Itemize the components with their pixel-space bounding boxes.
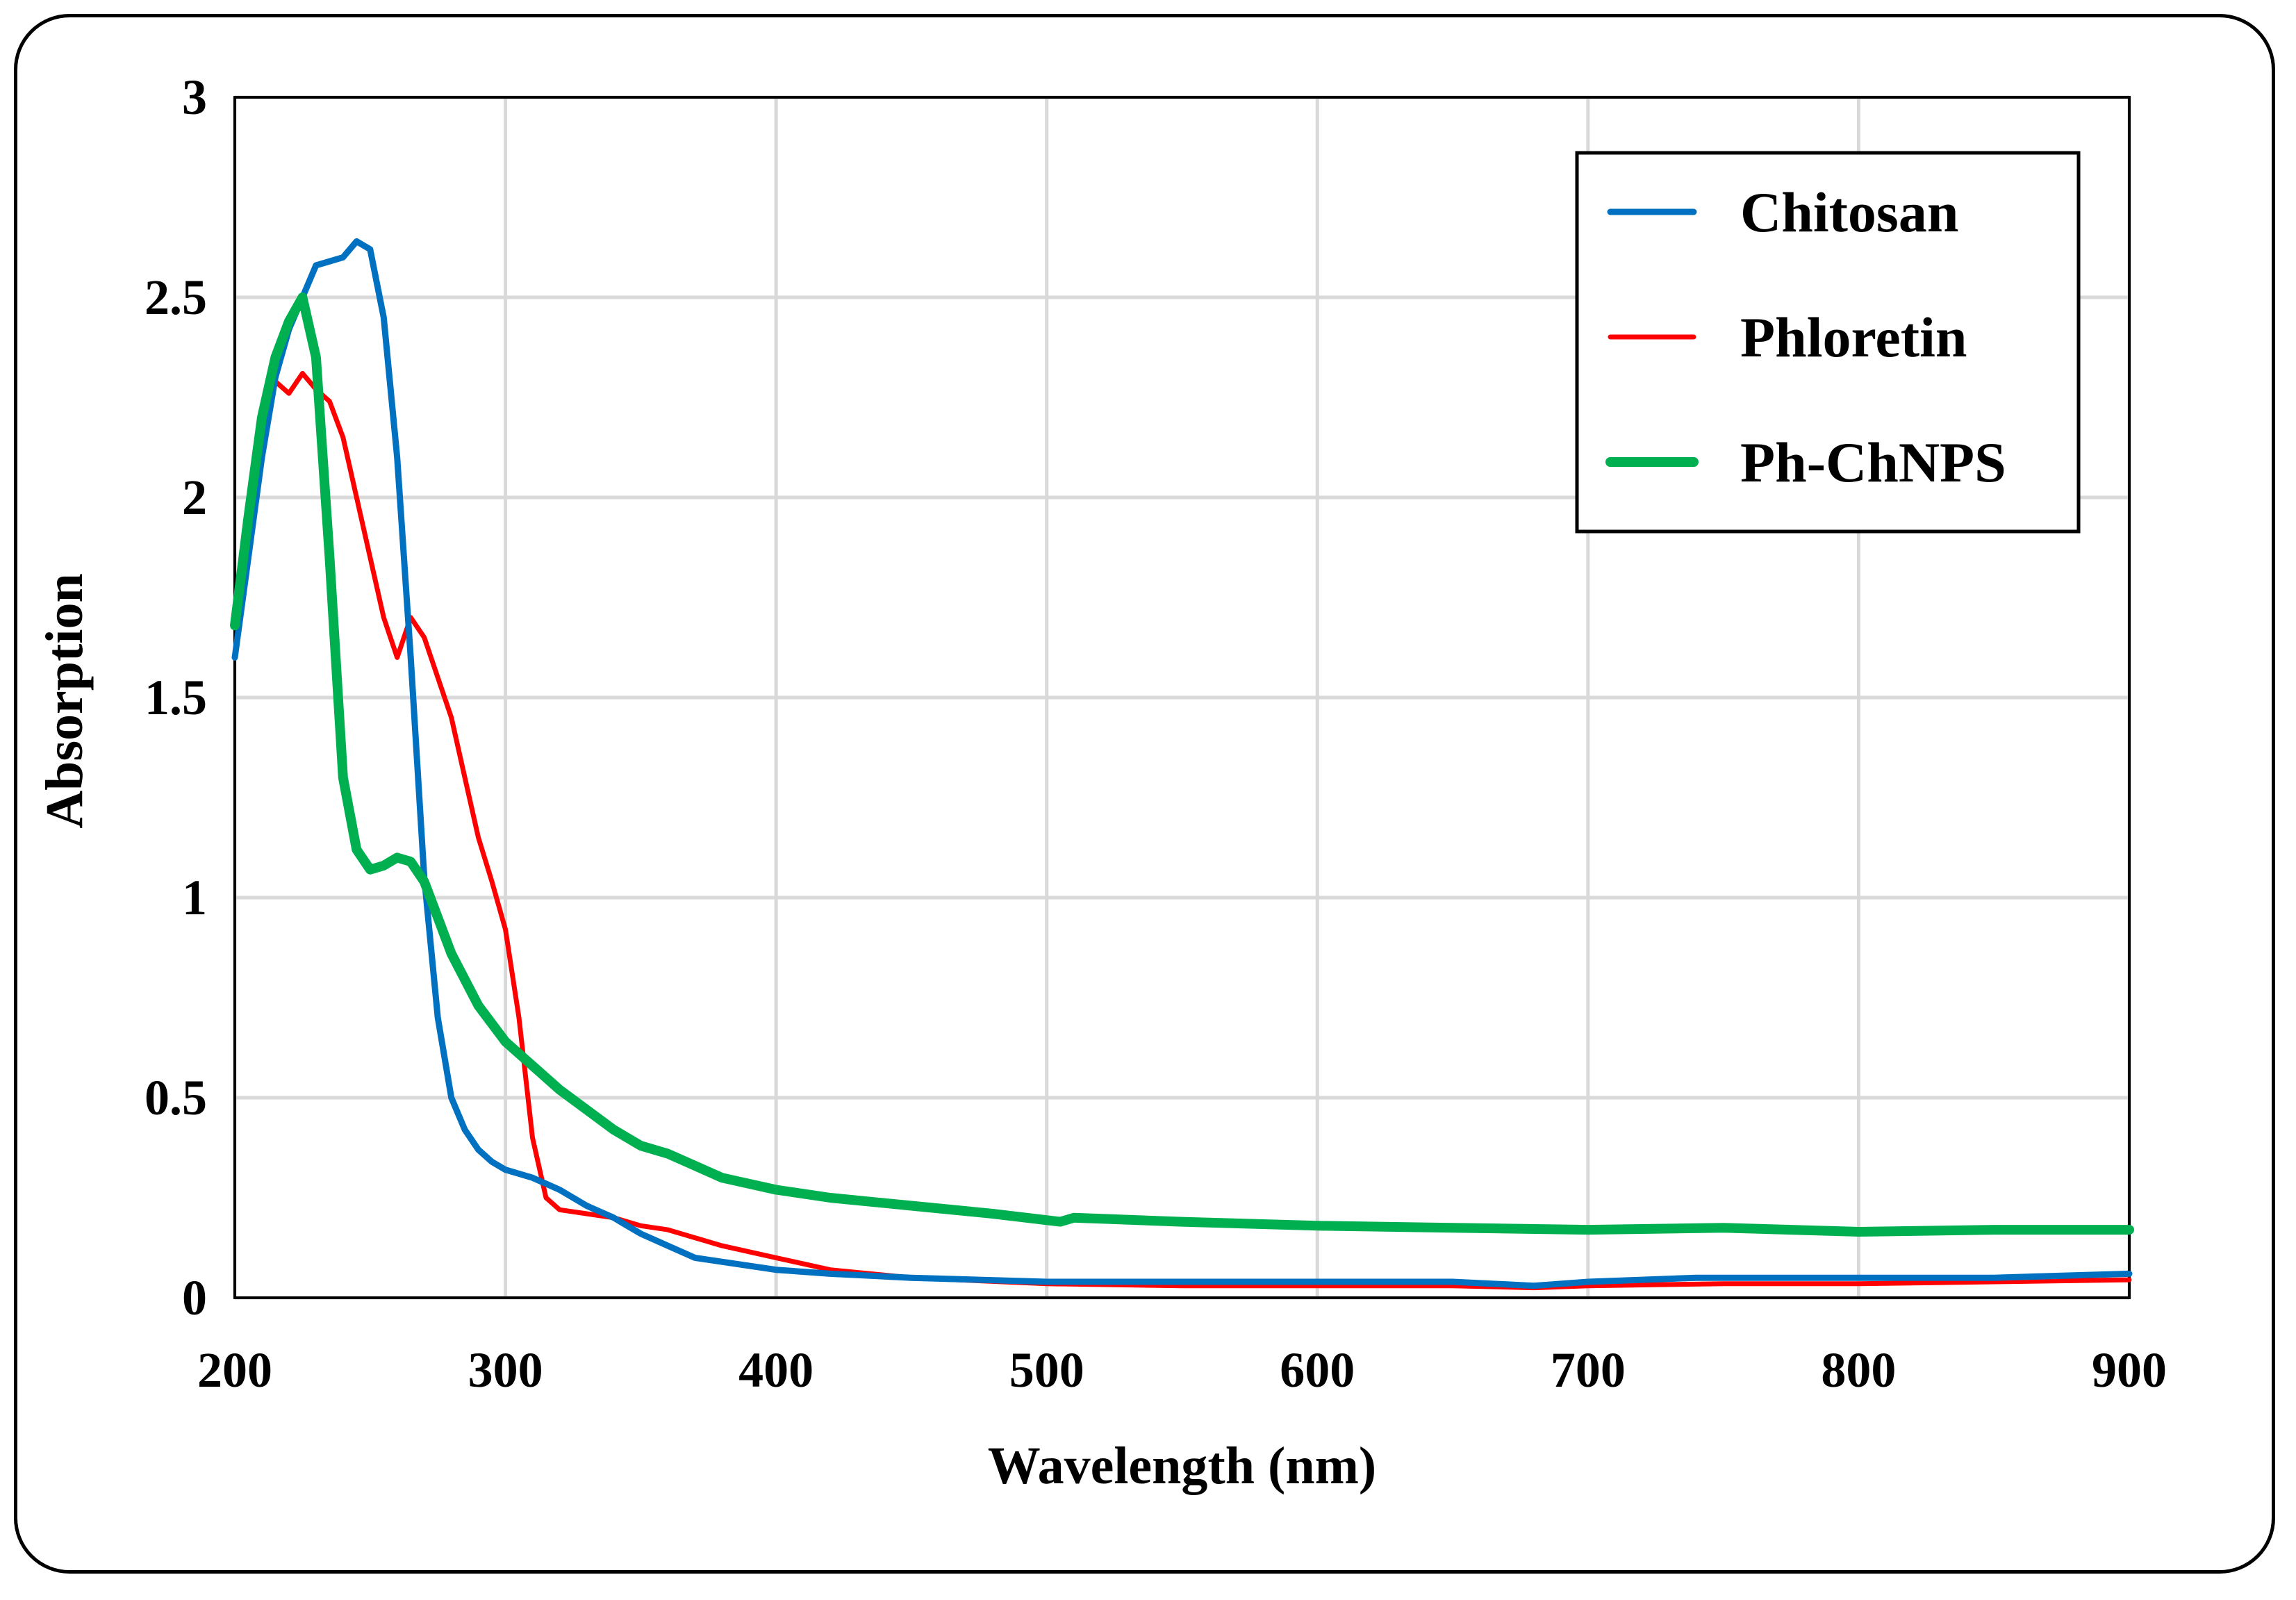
y-tick-label: 0 (182, 1270, 207, 1326)
y-axis-ticks: 0 0.5 1 1.5 2 2.5 3 (144, 69, 207, 1326)
x-tick-label: 400 (738, 1342, 813, 1398)
legend: Chitosan Phloretin Ph-ChNPS (1575, 151, 2081, 534)
x-tick-label: 300 (468, 1342, 543, 1398)
x-tick-label: 700 (1551, 1342, 1626, 1398)
x-axis-title: Wavelength (nm) (988, 1437, 1376, 1495)
y-tick-label: 2.5 (144, 270, 207, 325)
series-line-phloretin (232, 370, 2132, 1291)
y-tick-label: 3 (182, 69, 207, 125)
plot-area (233, 96, 2131, 1299)
x-tick-label: 600 (1280, 1342, 1355, 1398)
x-tick-label: 500 (1009, 1342, 1084, 1398)
y-tick-label: 1 (182, 870, 207, 925)
legend-items: Chitosan Phloretin Ph-ChNPS (1605, 181, 2006, 494)
x-tick-label: 900 (2092, 1342, 2167, 1398)
legend-box (1575, 151, 2081, 534)
legend-label: Phloretin (1740, 306, 1967, 369)
series-line-chitosan (231, 238, 2133, 1289)
x-axis-ticks: 200 300 400 500 600 700 800 900 (197, 1342, 2167, 1398)
series-line-ph-chnps (230, 292, 2134, 1237)
y-tick-label: 2 (182, 470, 207, 525)
y-axis-title: Absorption (35, 573, 94, 828)
series-lines (230, 238, 2134, 1291)
legend-label: Chitosan (1740, 181, 1958, 244)
legend-label: Ph-ChNPS (1740, 431, 2006, 494)
y-tick-label: 1.5 (144, 670, 207, 725)
x-tick-label: 200 (197, 1342, 272, 1398)
y-tick-label: 0.5 (144, 1070, 207, 1125)
x-tick-label: 800 (1821, 1342, 1896, 1398)
